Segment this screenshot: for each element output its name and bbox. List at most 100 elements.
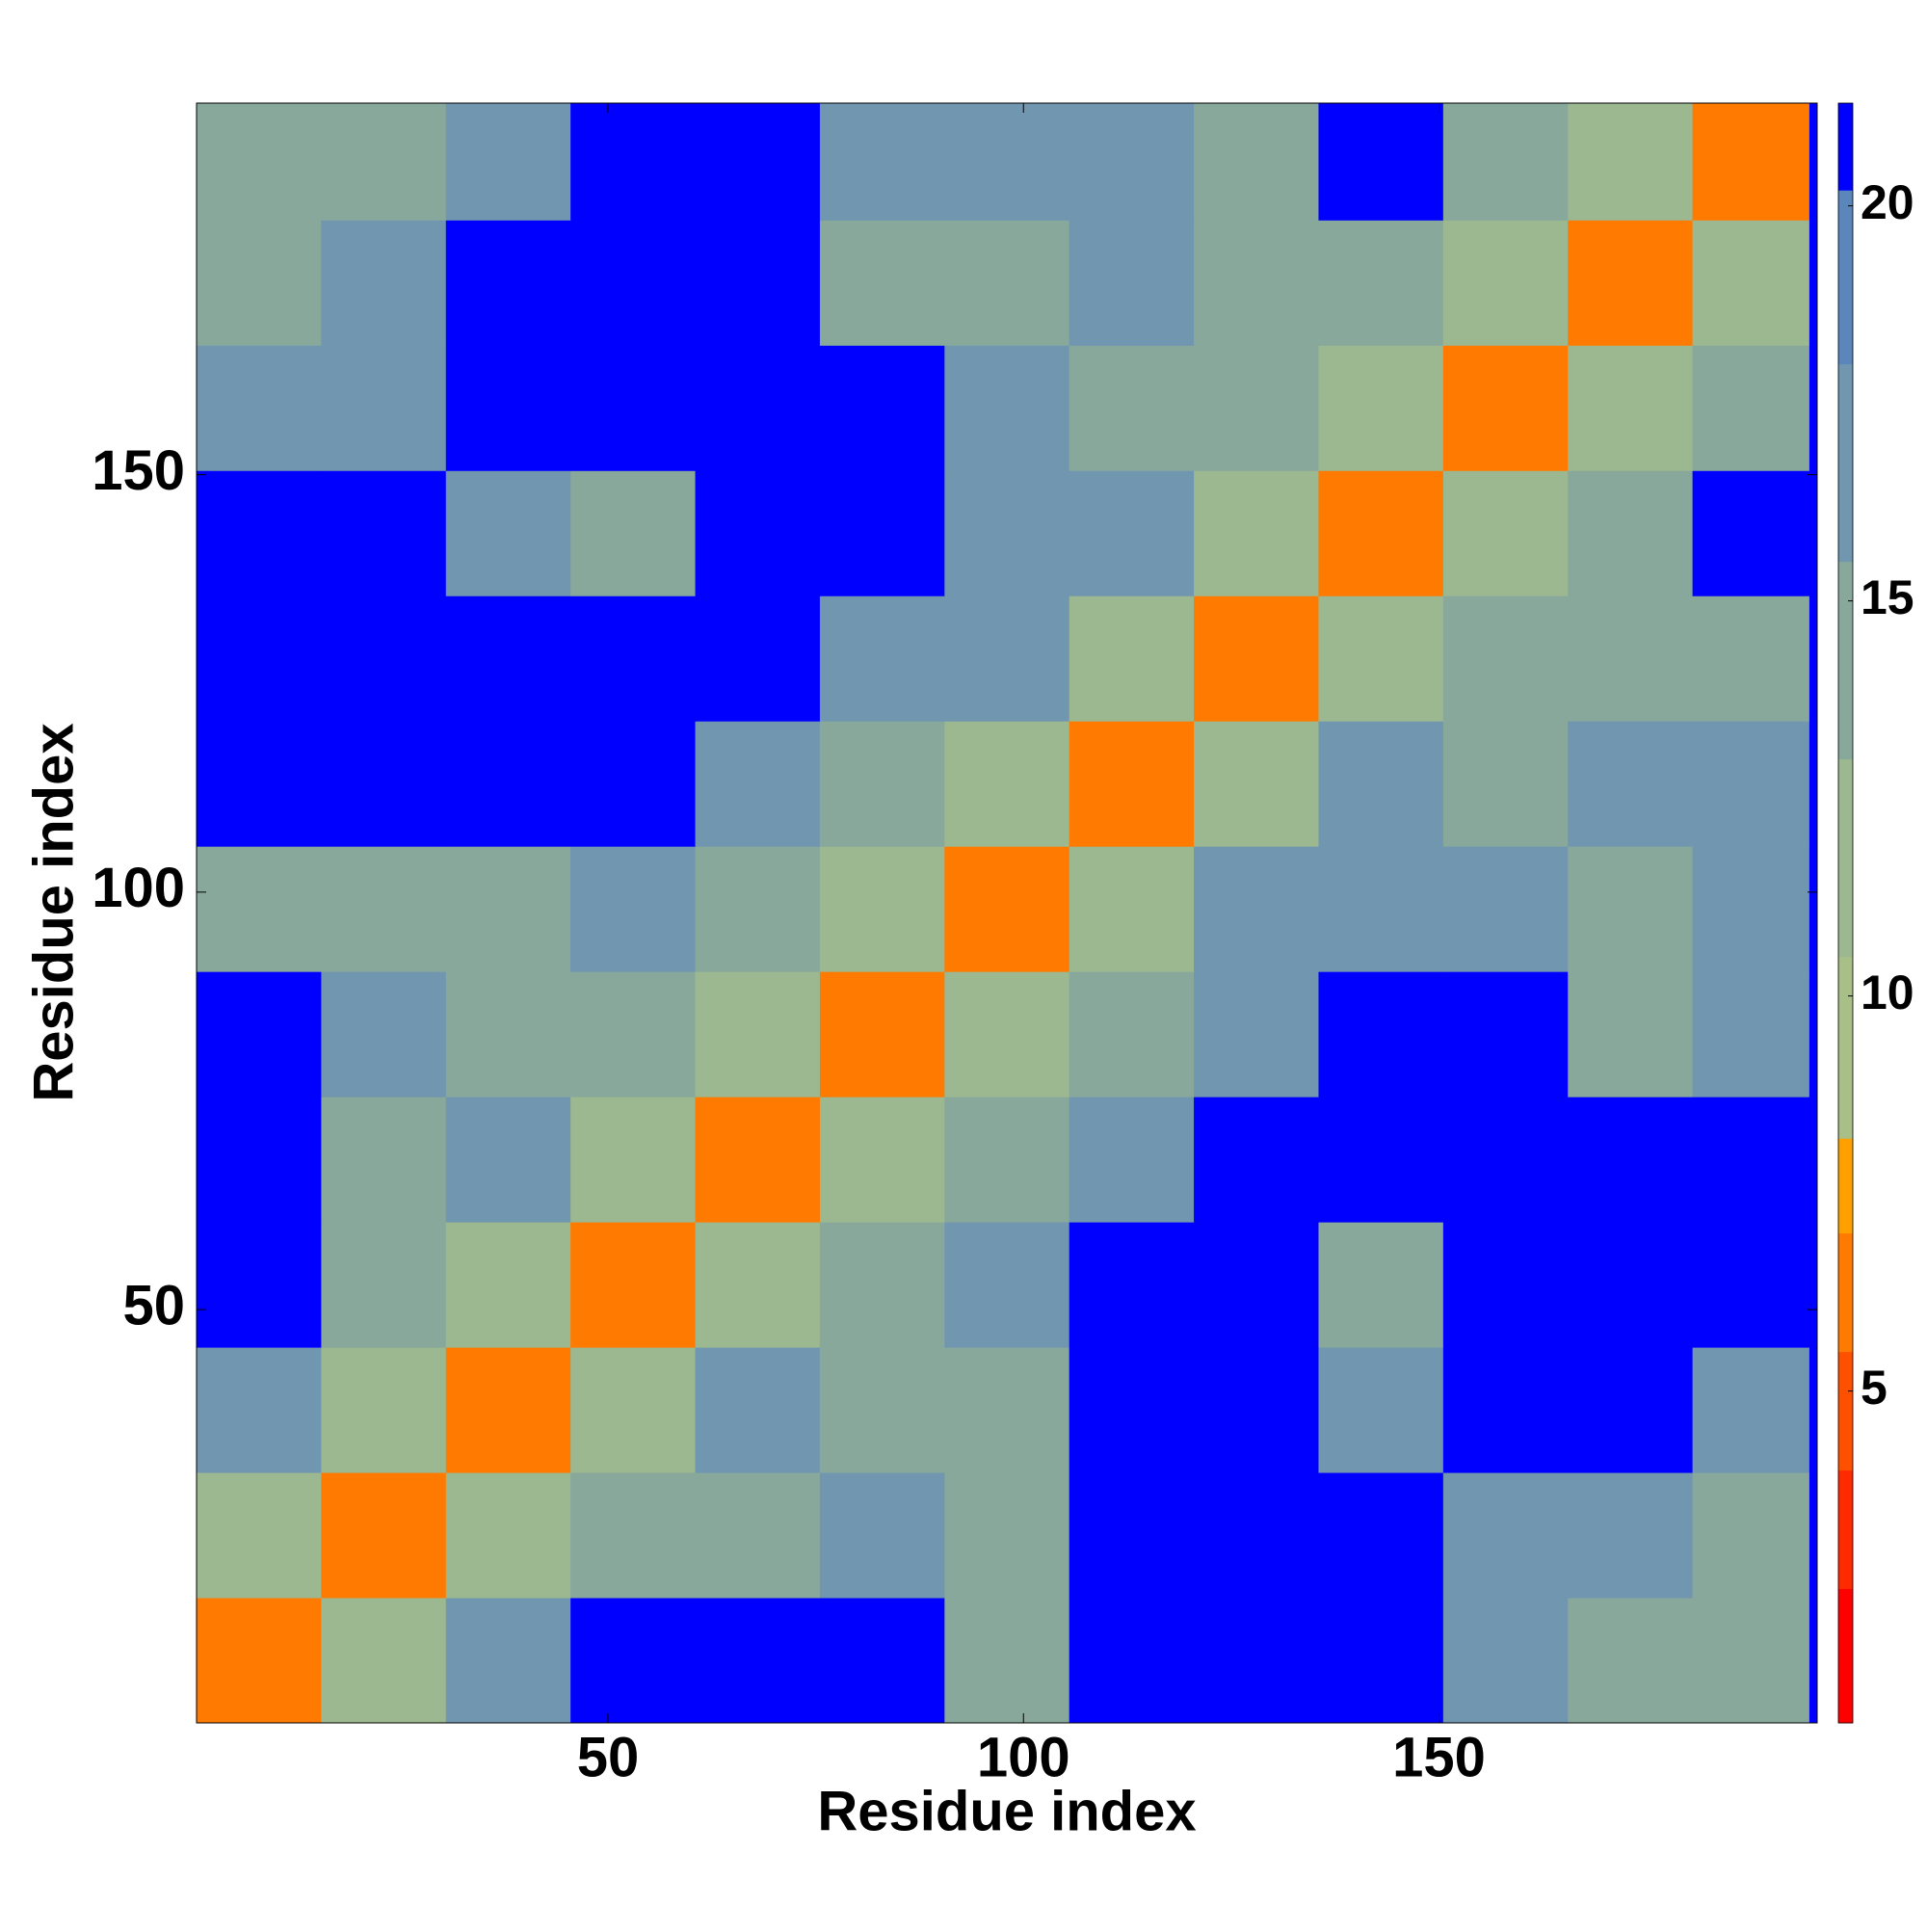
heatmap-cell xyxy=(1318,846,1444,972)
heatmap-cell xyxy=(819,595,945,722)
heatmap-cell xyxy=(445,1097,571,1223)
colorbar-tick-label: 10 xyxy=(1861,966,1914,1019)
heatmap-cell xyxy=(197,846,322,972)
heatmap-cell xyxy=(1442,1097,1569,1223)
heatmap-cell xyxy=(1692,470,1809,596)
heatmap-cell xyxy=(321,1472,447,1599)
heatmap-cell xyxy=(819,846,945,972)
heatmap-cell xyxy=(819,220,945,346)
heatmap-cell xyxy=(570,345,697,471)
heatmap-cell xyxy=(321,595,447,722)
heatmap-cell xyxy=(695,345,821,471)
heatmap-cell xyxy=(1442,595,1569,722)
x-tick-label: 150 xyxy=(1392,1726,1486,1788)
heatmap-cell xyxy=(944,721,1070,847)
heatmap-cell xyxy=(1318,220,1444,346)
heatmap-cell xyxy=(819,103,945,221)
heatmap-cell xyxy=(944,220,1070,346)
heatmap-cell xyxy=(1194,1222,1319,1348)
heatmap-cell xyxy=(445,846,571,972)
heatmap-cell xyxy=(1568,345,1694,471)
heatmap-cell xyxy=(695,1347,821,1473)
heatmap-cell xyxy=(1442,1472,1569,1599)
heatmap-cell xyxy=(1568,220,1694,346)
heatmap-cell xyxy=(445,971,571,1098)
heatmap-cell xyxy=(321,721,447,847)
heatmap-cell xyxy=(197,220,322,346)
heatmap-cell xyxy=(1194,1347,1319,1473)
heatmap-cell xyxy=(321,1222,447,1348)
colorbar-band xyxy=(1838,758,1853,958)
colorbar-tick-label: 5 xyxy=(1861,1361,1887,1415)
colorbar-frame xyxy=(1837,102,1854,1724)
heatmap-cell xyxy=(819,971,945,1098)
heatmap-cell xyxy=(1692,1097,1809,1223)
heatmap-cell xyxy=(1194,721,1319,847)
heatmap-cell xyxy=(1568,103,1694,221)
heatmap-cell xyxy=(1318,1097,1444,1223)
heatmap-cell xyxy=(944,1598,1070,1724)
heatmap-cell xyxy=(695,220,821,346)
heatmap-cell xyxy=(944,1222,1070,1348)
heatmap-cell xyxy=(1069,1097,1195,1223)
heatmap-cell xyxy=(321,971,447,1098)
heatmap-cell xyxy=(1568,1222,1694,1348)
heatmap-cell xyxy=(1069,595,1195,722)
heatmap-cell xyxy=(695,971,821,1098)
y-tick-label: 150 xyxy=(92,439,185,502)
heatmap-cell xyxy=(197,345,322,471)
heatmap-cell xyxy=(819,1472,945,1599)
heatmap-cell xyxy=(1568,1097,1694,1223)
heatmap-cell xyxy=(1318,1598,1444,1724)
heatmap-cell xyxy=(819,1347,945,1473)
heatmap-cell xyxy=(570,595,697,722)
heatmap-cell xyxy=(1568,1347,1694,1473)
heatmap-cell xyxy=(819,470,945,596)
heatmap-cell xyxy=(1692,1598,1809,1724)
heatmap-cell xyxy=(445,595,571,722)
heatmap-cell xyxy=(570,1347,697,1473)
colorbar-band xyxy=(1838,1232,1853,1353)
heatmap-cell xyxy=(695,1472,821,1599)
heatmap-cell xyxy=(445,1598,571,1724)
heatmap-cell xyxy=(1442,721,1569,847)
heatmap-cell xyxy=(1692,595,1809,722)
heatmap-cell xyxy=(1442,1347,1569,1473)
heatmap-cell xyxy=(1442,470,1569,596)
heatmap-cell xyxy=(1568,1598,1694,1724)
heatmap-cell xyxy=(197,971,322,1098)
heatmap-cell xyxy=(445,345,571,471)
heatmap-cell xyxy=(197,1472,322,1599)
heatmap-cell xyxy=(1194,220,1319,346)
heatmap-cell xyxy=(1318,103,1444,221)
heatmap-cell xyxy=(445,1472,571,1599)
heatmap-cell xyxy=(819,1598,945,1724)
heatmap-cell xyxy=(570,1222,697,1348)
heatmap-cell xyxy=(197,1347,322,1473)
colorbar-band xyxy=(1838,561,1853,760)
heatmap-cell xyxy=(695,1598,821,1724)
heatmap-cell xyxy=(819,1097,945,1223)
heatmap-cell xyxy=(1568,470,1694,596)
heatmap-cell xyxy=(1194,1472,1319,1599)
heatmap-cell xyxy=(1692,103,1809,221)
colorbar-band xyxy=(1838,103,1853,191)
heatmap-cell xyxy=(1442,103,1569,221)
heatmap-cell xyxy=(1318,971,1444,1098)
heatmap-cell xyxy=(1069,721,1195,847)
heatmap-cell xyxy=(445,1347,571,1473)
heatmap-cell xyxy=(321,846,447,972)
heatmap-cell xyxy=(695,103,821,221)
heatmap-cell xyxy=(197,103,322,221)
heatmap-cell xyxy=(445,470,571,596)
heatmap-cell xyxy=(1069,103,1195,221)
heatmap-cell xyxy=(197,1097,322,1223)
heatmap-cell xyxy=(197,470,322,596)
colorbar-tick-label: 20 xyxy=(1861,175,1914,229)
heatmap-cell xyxy=(695,721,821,847)
heatmap-cell xyxy=(1442,345,1569,471)
heatmap-cell xyxy=(695,1097,821,1223)
y-tick-label: 50 xyxy=(122,1274,185,1337)
